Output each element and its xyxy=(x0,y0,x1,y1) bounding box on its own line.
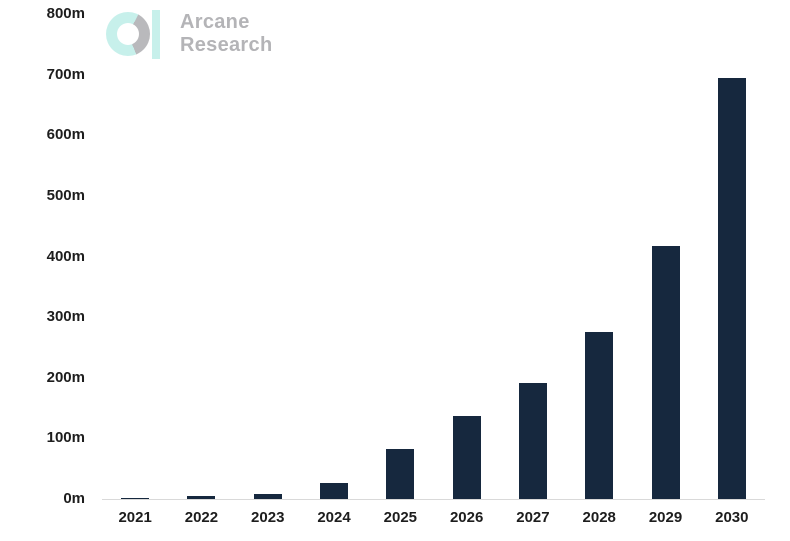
bar-slot-2024 xyxy=(301,14,367,499)
logo-text-line1: Arcane xyxy=(180,11,250,33)
plot-area xyxy=(102,14,765,500)
x-axis: 2021 2022 2023 2024 2025 2026 2027 2028 2029 2030 xyxy=(102,508,765,528)
arcane-a-icon xyxy=(106,10,168,60)
logo-text: Arcane Research xyxy=(180,11,272,57)
bar-2028 xyxy=(585,331,614,499)
y-tick-label-500m: 500m xyxy=(46,186,85,204)
x-tick-label-2024: 2024 xyxy=(317,509,351,526)
x-tick-label-2023: 2023 xyxy=(251,509,285,526)
bar-2026 xyxy=(452,415,481,499)
y-tick-label-0m: 0m xyxy=(63,490,85,507)
bar-slot-2023 xyxy=(235,14,301,499)
logo-ring-shape xyxy=(106,12,150,56)
bar-slot-2026 xyxy=(433,14,499,499)
bar-slot-2029 xyxy=(632,14,698,499)
bar-2030 xyxy=(717,77,746,499)
y-axis: 0m 100m 200m 300m 400m 500m 600m 700m 800m xyxy=(0,5,85,507)
bar-slot-2027 xyxy=(500,14,566,499)
y-tick-label-300m: 300m xyxy=(46,308,85,326)
y-tick-label-800m: 800m xyxy=(46,5,85,22)
y-tick-label-200m: 200m xyxy=(46,368,85,386)
logo-stem-shape xyxy=(152,10,160,59)
bar-slot-2025 xyxy=(367,14,433,499)
bar-2027 xyxy=(518,382,547,499)
x-tick-label-2029: 2029 xyxy=(648,509,683,526)
y-tick-label-600m: 600m xyxy=(46,126,85,144)
bar-2024 xyxy=(320,482,349,499)
y-tick-label-100m: 100m xyxy=(46,429,85,447)
x-tick-label-2026: 2026 xyxy=(449,509,484,526)
x-tick-label-2030: 2030 xyxy=(715,509,749,526)
x-tick-label-2028: 2028 xyxy=(582,509,616,526)
logo-text-line2: Research xyxy=(180,34,273,56)
bar-2022 xyxy=(187,495,216,499)
bar-slot-2028 xyxy=(566,14,632,499)
logo: Arcane Research xyxy=(106,10,272,60)
x-tick-label-2027: 2027 xyxy=(516,509,550,526)
bar-slot-2022 xyxy=(168,14,234,499)
bar-2029 xyxy=(651,245,680,499)
bar-slot-2021 xyxy=(102,14,168,499)
y-tick-label-400m: 400m xyxy=(46,247,85,265)
bar-2021 xyxy=(121,498,150,499)
x-tick-label-2021: 2021 xyxy=(118,509,152,526)
bar-2025 xyxy=(386,449,415,499)
x-tick-label-2022: 2022 xyxy=(184,509,219,526)
bar-2023 xyxy=(253,494,282,499)
y-tick-label-700m: 700m xyxy=(46,65,85,83)
x-tick-label-2025: 2025 xyxy=(383,509,418,526)
bar-slot-2030 xyxy=(699,14,765,499)
